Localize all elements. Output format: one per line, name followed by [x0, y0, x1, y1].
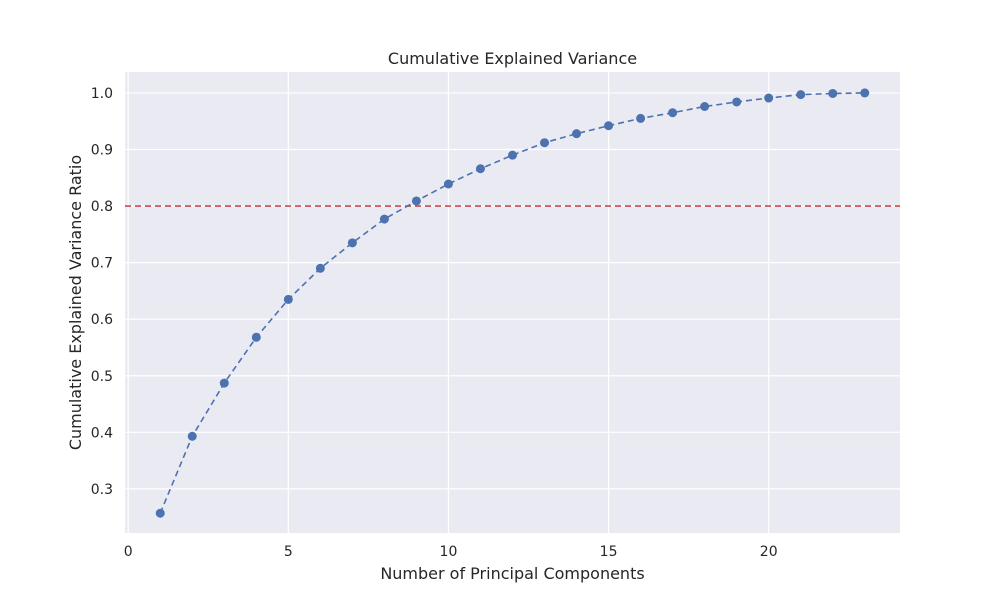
y-tick-label: 0.6	[91, 312, 113, 328]
data-point	[219, 378, 229, 388]
data-point	[155, 508, 165, 518]
data-point	[251, 332, 261, 342]
data-point	[283, 294, 293, 304]
data-point	[411, 196, 421, 206]
data-point	[636, 113, 646, 123]
y-tick-label: 0.7	[91, 256, 113, 272]
data-point	[347, 238, 357, 248]
data-point	[379, 214, 389, 224]
data-point	[828, 88, 838, 98]
data-point	[443, 179, 453, 189]
data-point	[475, 164, 485, 174]
y-tick-label: 0.3	[91, 482, 113, 498]
x-axis-label: Number of Principal Components	[380, 564, 644, 583]
data-point	[187, 431, 197, 441]
data-point	[668, 108, 678, 118]
y-tick-label: 0.9	[91, 142, 113, 158]
x-grid	[127, 72, 770, 533]
x-tick-label: 5	[284, 544, 293, 560]
data-point	[700, 102, 710, 112]
x-tick-label: 0	[124, 544, 133, 560]
data-point	[796, 90, 806, 100]
data-point	[604, 121, 614, 131]
x-tick-label: 10	[440, 544, 458, 560]
data-point	[572, 129, 582, 139]
plot-background	[125, 72, 900, 533]
data-point	[860, 88, 870, 98]
y-tick-label: 0.5	[91, 369, 113, 385]
series-line	[159, 92, 865, 514]
y-tick-label: 1.0	[91, 86, 113, 102]
y-axis-label: Cumulative Explained Variance Ratio	[66, 155, 85, 450]
chart-title: Cumulative Explained Variance	[388, 49, 637, 68]
series-layer	[155, 88, 870, 518]
data-point	[508, 150, 517, 160]
x-tick-label: 20	[760, 544, 778, 560]
data-point	[540, 138, 550, 148]
x-tick-labels: 0 5 10 15 20	[124, 544, 778, 560]
y-tick-label: 0.8	[91, 199, 113, 215]
data-point	[732, 97, 742, 107]
y-grid	[125, 92, 900, 490]
data-point	[315, 263, 325, 273]
y-tick-label: 0.4	[91, 425, 113, 441]
data-point	[764, 93, 774, 103]
x-tick-label: 15	[600, 544, 618, 560]
y-tick-labels: 0.3 0.4 0.5 0.6 0.7 0.8 0.9 1.0	[91, 86, 113, 498]
